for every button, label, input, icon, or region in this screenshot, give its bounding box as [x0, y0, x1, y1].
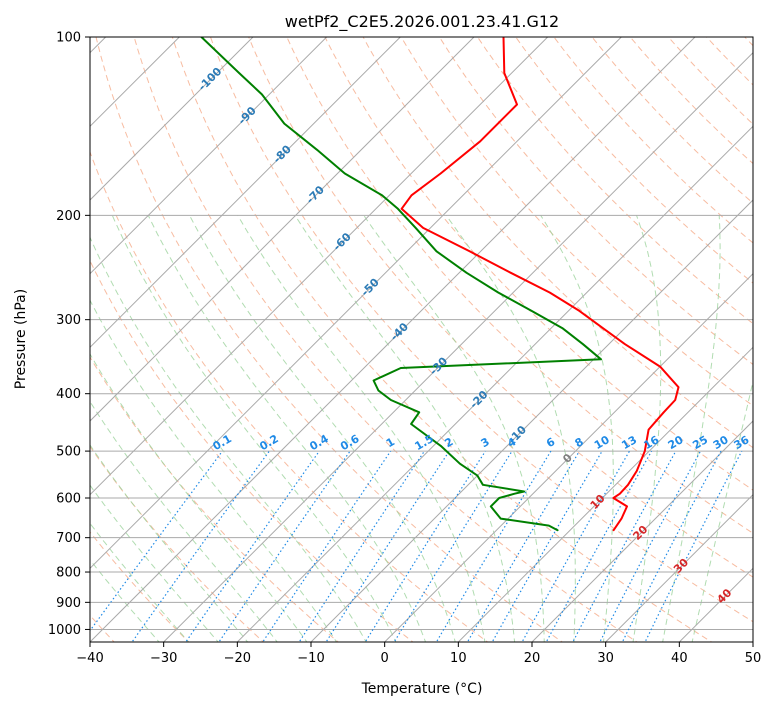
mixing-ratio-line — [325, 450, 450, 642]
mixing-ratio-line — [599, 450, 702, 642]
x-tick-label: 10 — [450, 651, 467, 666]
x-tick-label: −30 — [150, 651, 177, 666]
isotherm-line — [90, 37, 622, 570]
mixing-ratio-line — [364, 450, 486, 642]
moist-adiabat-line — [662, 215, 721, 642]
dry-adiabat-line — [133, 37, 638, 642]
dry-adiabat-line — [90, 150, 489, 642]
background-lines — [90, 37, 753, 642]
dry-adiabat-line — [591, 37, 753, 204]
dry-adiabat-line — [476, 37, 753, 325]
x-tick-label: −10 — [297, 651, 324, 666]
dry-adiabat-line — [90, 356, 339, 642]
x-tick-label: 20 — [524, 651, 541, 666]
moist-adiabat-line — [90, 484, 219, 642]
isotherm-line — [605, 493, 753, 642]
y-tick-label: 400 — [56, 387, 81, 402]
isotherm-line — [90, 37, 328, 275]
sounding-series — [200, 37, 680, 532]
y-tick-label: 300 — [56, 313, 81, 328]
plot-frame — [89, 36, 754, 643]
x-tick-label: −20 — [224, 651, 251, 666]
moist-adiabat-line — [363, 215, 545, 642]
isotherm-line — [384, 272, 753, 642]
mixing-ratio-line — [393, 450, 513, 642]
axes: −40 −30 −20 −10 0 10 20 30 40 50 100 200 300 400 500 60… — [48, 31, 761, 667]
dry-adiabat-line — [95, 37, 564, 642]
x-tick-label: 40 — [671, 651, 688, 666]
moist-adiabat-line — [90, 236, 367, 642]
mixing-ratio-line — [218, 450, 351, 642]
x-tick-label: −40 — [76, 651, 103, 666]
moist-adiabat-line — [90, 400, 278, 642]
dry-adiabat-line — [248, 37, 753, 578]
mixing-ratio-line — [572, 450, 677, 642]
y-tick-label: 600 — [56, 492, 81, 507]
chart-title: wetPf2_C2E5.2026.001.23.41.G12 — [285, 12, 559, 32]
mixing-ratio-line — [185, 450, 320, 642]
mixing-ratio-line — [131, 450, 270, 642]
x-tick-label: 50 — [745, 651, 762, 666]
isotherm-line — [90, 37, 475, 422]
mixing-ratio-line — [262, 450, 392, 642]
y-tick-label: 500 — [56, 445, 81, 460]
y-tick-label: 900 — [56, 596, 81, 611]
y-axis-label: Pressure (hPa) — [13, 289, 29, 389]
dry-adiabat-line — [400, 37, 753, 407]
moist-adiabat-line — [147, 215, 427, 642]
moist-adiabat-line — [189, 215, 456, 642]
isotherm-line — [457, 346, 753, 642]
moist-adiabat-line — [90, 444, 249, 642]
dry-adiabat-line — [90, 259, 414, 642]
dry-adiabat-line — [629, 37, 753, 165]
dewpoint-trace — [200, 37, 602, 532]
y-tick-label: 200 — [56, 209, 81, 224]
x-axis-label: Temperature (°C) — [361, 681, 483, 697]
isotherm-line — [236, 125, 753, 642]
moist-adiabat-line — [632, 215, 662, 642]
plot-area: -100-90-80-70-60-50-40-30-20-10010203040… — [90, 37, 753, 642]
isotherm-line — [310, 199, 753, 642]
dry-adiabat-line — [362, 37, 753, 449]
mixing-ratio-line — [298, 450, 425, 642]
isotherm-line — [90, 37, 696, 642]
dry-adiabat-line — [324, 37, 753, 491]
isotherm-line — [90, 37, 254, 201]
moist-adiabat-line — [111, 215, 397, 642]
dry-adiabat-line — [171, 37, 713, 642]
moist-adiabat-line — [445, 215, 576, 642]
y-tick-label: 100 — [56, 31, 81, 46]
y-tick-label: 700 — [56, 531, 81, 546]
x-tick-label: 30 — [597, 651, 614, 666]
isotherm-line — [90, 37, 549, 496]
isotherm-line — [90, 37, 401, 349]
dry-adiabat-line — [90, 445, 265, 642]
x-tick-label: 0 — [381, 651, 389, 666]
y-tick-label: 1000 — [48, 623, 81, 638]
mixing-ratio-line — [621, 450, 722, 642]
temperature-trace — [400, 37, 680, 532]
moist-adiabat-line — [90, 299, 338, 642]
dry-adiabat-line — [286, 37, 753, 534]
moist-adiabat-line — [540, 215, 614, 642]
y-tick-label: 800 — [56, 566, 81, 581]
isotherm-line — [163, 51, 753, 642]
mixing-ratio-line — [466, 450, 580, 642]
moist-adiabat-line — [237, 215, 486, 642]
isotherm-line — [531, 420, 753, 642]
mixing-ratio-line — [90, 450, 223, 632]
